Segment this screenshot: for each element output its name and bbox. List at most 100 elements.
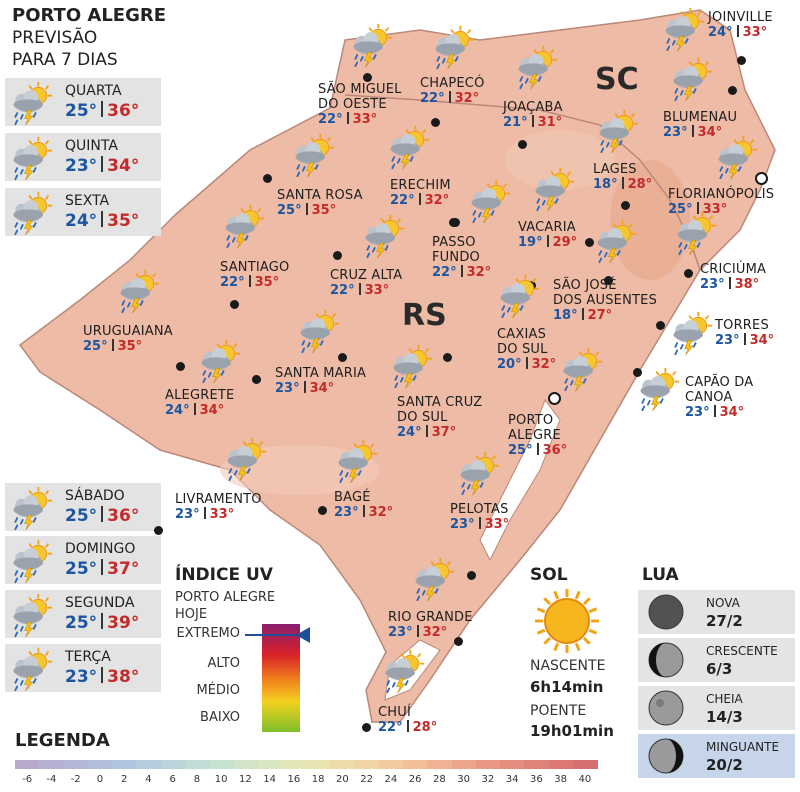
legend-swatch	[572, 760, 598, 769]
uv-level: BAIXO	[200, 710, 240, 725]
temp-min: 24°	[708, 25, 733, 40]
moon-phase: CHEIA	[706, 692, 743, 706]
weather-icon	[8, 485, 54, 531]
weather-icon-use	[472, 180, 511, 223]
temp-separator	[713, 405, 716, 417]
title: PORTO ALEGRE	[12, 5, 167, 26]
temp-min: 23°	[450, 517, 475, 532]
sun-ray	[588, 607, 598, 614]
temp-min: 25°	[65, 559, 98, 579]
city-label: ERECHIM 22° 32°	[390, 178, 451, 209]
temp-separator	[406, 720, 409, 732]
weather-icon-use	[678, 212, 717, 255]
temp-min: 23°	[685, 405, 710, 420]
city-temps: 18° 27°	[553, 308, 657, 324]
weather-icon	[290, 132, 336, 178]
moon-icon	[648, 594, 684, 630]
moon-phase: NOVA	[706, 596, 740, 610]
sun-ray	[574, 590, 581, 600]
day-temps: 23° 38°	[65, 667, 139, 687]
city-temps: 23° 38°	[700, 277, 766, 293]
sun-ray	[543, 597, 552, 606]
day-temps: 24° 35°	[65, 211, 139, 231]
temp-separator	[425, 425, 428, 437]
temp-min: 23°	[700, 277, 725, 292]
moon-date: 27/2	[706, 612, 743, 630]
weather-icon-use	[14, 137, 53, 180]
uv-scale	[262, 624, 300, 732]
temp-min: 23°	[275, 381, 300, 396]
weather-icon-use	[121, 270, 160, 313]
moon-date: 6/3	[706, 660, 733, 678]
temp-max: 36°	[542, 443, 568, 458]
temp-min: 22°	[330, 283, 355, 298]
legend-swatch	[548, 760, 574, 769]
moon-box: CRESCENTE 6/3	[638, 638, 795, 682]
city-dot	[363, 73, 372, 82]
state-label: RS	[402, 298, 447, 333]
city-name: LAGES	[593, 162, 637, 177]
temp-max: 34°	[719, 405, 745, 420]
temp-max: 38°	[734, 277, 760, 292]
day-temps: 23° 34°	[65, 156, 139, 176]
sun-ray	[536, 628, 546, 635]
temp-max: 33°	[352, 112, 378, 127]
weather-icon-use	[666, 8, 705, 51]
moon-crater	[656, 699, 664, 707]
city-dot	[154, 526, 163, 535]
legend-tick-label: 28	[433, 774, 446, 785]
legend-swatch	[15, 760, 40, 769]
uv-level: MÉDIO	[196, 683, 240, 698]
temp-max: 32°	[424, 193, 450, 208]
weather-icon-use	[301, 310, 340, 353]
city-name: FLORIANÓPOLIS	[668, 187, 775, 202]
weather-icon-use	[519, 46, 558, 89]
sun-ray	[588, 628, 598, 635]
subtitle: PARA 7 DIAS	[12, 50, 118, 70]
temp-max: 34°	[107, 156, 140, 176]
weather-icon	[360, 213, 406, 259]
city-dot	[518, 140, 527, 149]
legend-tick-label: 38	[554, 774, 567, 785]
city-dot	[443, 353, 452, 362]
weather-icon	[713, 134, 759, 180]
city-dot	[333, 251, 342, 260]
weather-icon	[668, 310, 714, 356]
legend-swatch	[475, 760, 501, 769]
city-name: LIVRAMENTO	[175, 492, 262, 507]
city-label: SÃO JOSÉ DOS AUSENTES 18° 27°	[553, 278, 657, 324]
city-name: ERECHIM	[390, 178, 451, 193]
city-temps: 20° 32°	[497, 357, 556, 373]
city-name: SANTA MARIA	[275, 366, 367, 381]
temp-separator	[460, 265, 463, 277]
city-label: CRUZ ALTA 22° 33°	[330, 268, 402, 299]
temp-separator	[101, 667, 104, 683]
city-dot	[318, 506, 327, 515]
city-name: FUNDO	[432, 250, 480, 265]
city-dot	[451, 218, 460, 227]
city-name: PORTO	[508, 413, 554, 428]
temp-separator	[111, 339, 114, 351]
day-name: SÁBADO	[65, 488, 125, 504]
map-shade	[610, 160, 690, 280]
temp-max: 35°	[311, 203, 337, 218]
uv-subtitle: HOJE	[175, 607, 208, 622]
temp-separator	[193, 403, 196, 415]
moon-box: CHEIA 14/3	[638, 686, 795, 730]
weather-icon-use	[14, 82, 53, 125]
weather-icon	[115, 268, 161, 314]
city-temps: 23° 33°	[175, 507, 262, 523]
city-dot	[431, 118, 440, 127]
city-name: RIO GRANDE	[388, 610, 473, 625]
temp-max: 34°	[697, 125, 723, 140]
city-temps: 22° 28°	[378, 720, 437, 736]
sunset-time: 19h01min	[530, 722, 614, 740]
weather-icon-use	[14, 594, 53, 637]
weather-icon	[455, 450, 501, 496]
legend-swatch	[160, 760, 186, 769]
sun-ray	[582, 597, 591, 606]
sunrise-time: 6h14min	[530, 678, 604, 696]
legend-tick-label: 4	[145, 774, 152, 785]
weather-icon	[380, 648, 426, 694]
